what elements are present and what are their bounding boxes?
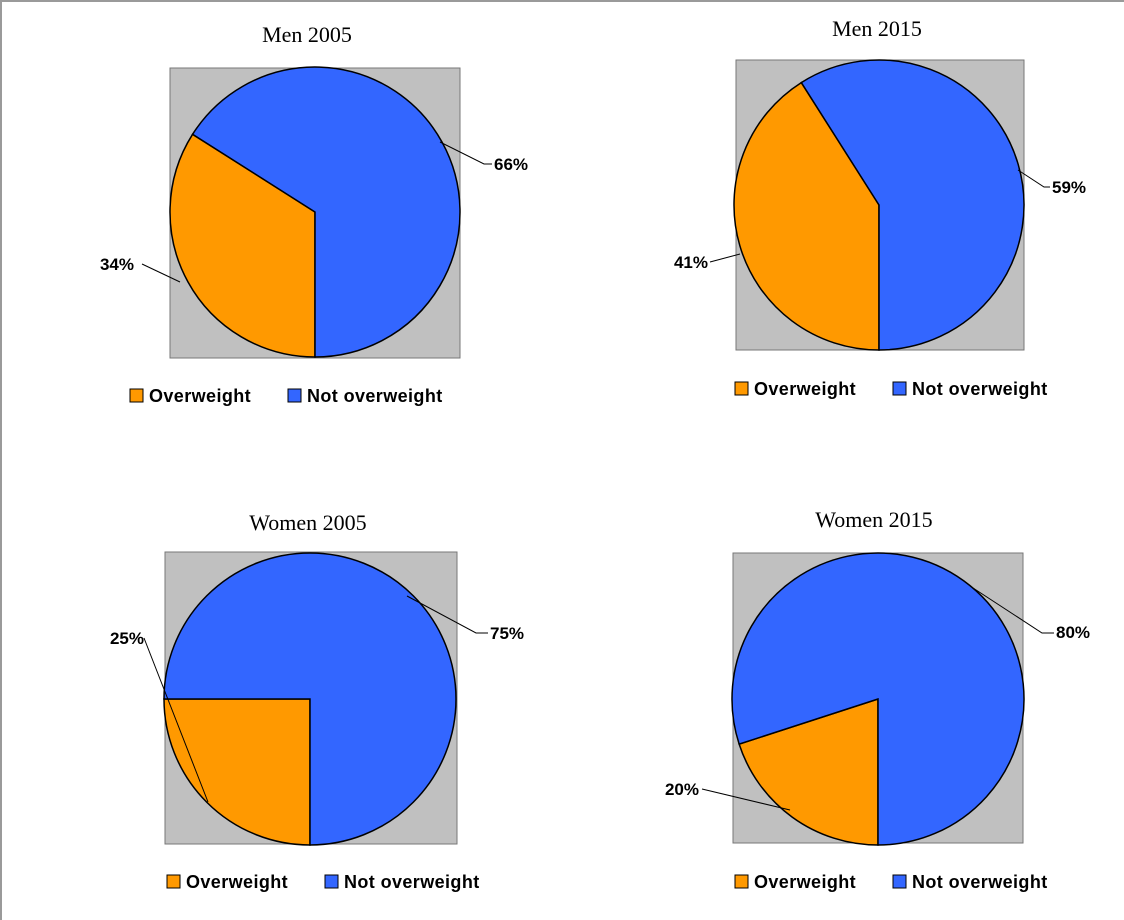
legend-swatch-overweight: [129, 388, 144, 403]
pie-slice-overweight: [738, 697, 879, 846]
data-label-overweight: 25%: [110, 629, 144, 648]
pie-slice-not-overweight: [731, 552, 1025, 846]
legend-swatch-overweight: [734, 874, 749, 889]
chart-title: Women 2015: [815, 507, 932, 532]
leader-line: [406, 595, 488, 634]
leader-line: [439, 141, 492, 165]
data-label-overweight: 41%: [674, 253, 708, 272]
legend-label-overweight: Overweight: [754, 379, 856, 399]
leader-line: [709, 253, 741, 263]
legend-label-overweight: Overweight: [186, 872, 288, 892]
leader-line: [969, 585, 1054, 634]
leader-line: [141, 263, 181, 283]
legend: Overweight Not overweight: [166, 872, 480, 892]
pie-chart-women-2005: Women 2005 25% 75% Overweight Not overweight: [110, 510, 524, 892]
legend-label-not-overweight: Not overweight: [344, 872, 480, 892]
legend: Overweight Not overweight: [734, 872, 1048, 892]
data-label-not-overweight: 66%: [494, 155, 528, 174]
chart-title: Men 2005: [262, 22, 352, 47]
data-label-not-overweight: 75%: [490, 624, 524, 643]
chart-title: Men 2015: [832, 16, 922, 41]
leader-line: [143, 637, 209, 803]
legend-label-overweight: Overweight: [149, 386, 251, 406]
legend-swatch-overweight: [734, 381, 749, 396]
leader-line: [1017, 169, 1050, 188]
chart-title: Women 2005: [249, 510, 366, 535]
legend-swatch-not-overweight: [287, 388, 302, 403]
leader-line: [701, 788, 791, 811]
legend-swatch-not-overweight: [892, 381, 907, 396]
legend: Overweight Not overweight: [129, 386, 443, 406]
legend-label-not-overweight: Not overweight: [912, 872, 1048, 892]
pie-chart-men-2005: Men 2005 34% 66% Overweight Not overweight: [100, 22, 528, 406]
pie-slice-overweight: [733, 81, 880, 351]
data-label-overweight: 20%: [665, 780, 699, 799]
data-label-overweight: 34%: [100, 255, 134, 274]
legend-swatch-not-overweight: [324, 874, 339, 889]
pie-slice-not-overweight: [191, 66, 461, 358]
pie-slice-not-overweight: [163, 552, 457, 846]
pie-chart-men-2015: Men 2015 41% 59% Overweight Not overweight: [674, 16, 1086, 399]
legend-label-overweight: Overweight: [754, 872, 856, 892]
pie-slice-overweight: [163, 698, 311, 846]
legend-label-not-overweight: Not overweight: [307, 386, 443, 406]
data-label-not-overweight: 59%: [1052, 178, 1086, 197]
legend-label-not-overweight: Not overweight: [912, 379, 1048, 399]
legend: Overweight Not overweight: [734, 379, 1048, 399]
pie-slice-overweight: [169, 133, 316, 358]
legend-swatch-overweight: [166, 874, 181, 889]
pie-chart-women-2015: Women 2015 20% 80% Overweight Not overweight: [665, 507, 1090, 892]
data-label-not-overweight: 80%: [1056, 623, 1090, 642]
pie-slice-not-overweight: [800, 59, 1025, 351]
legend-swatch-not-overweight: [892, 874, 907, 889]
